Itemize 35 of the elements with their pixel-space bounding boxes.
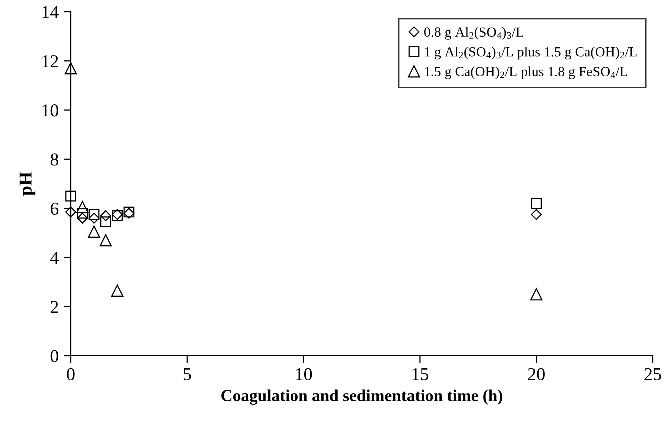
y-tick-label: 12 — [42, 55, 58, 68]
point — [88, 226, 100, 238]
x-tick-label: 10 — [296, 368, 312, 381]
y-tick-label: 8 — [50, 154, 59, 166]
y-tick-label: 2 — [50, 301, 58, 314]
legend-label: 1.5 g Ca(OH)$_{2}$/L plus 1.8 g FeSO$_{4}$/L — [425, 66, 628, 80]
point — [100, 216, 112, 228]
x-tick-label: 0 — [67, 368, 75, 381]
legend-label: 0.8 g Al$_{2}$(SO$_{4}$)$_{3}$/L — [424, 27, 524, 40]
point — [530, 288, 543, 301]
point — [531, 209, 542, 220]
x-tick-label: 15 — [412, 368, 429, 381]
point — [66, 206, 76, 218]
y-tick-label: 10 — [42, 104, 59, 117]
x-tick-label: 5 — [184, 368, 192, 381]
point — [100, 234, 112, 247]
y-tick-label: 6 — [50, 202, 59, 216]
point — [531, 198, 542, 210]
point — [100, 210, 112, 222]
y-tick-label: 14 — [42, 6, 59, 18]
point — [88, 212, 100, 224]
y-tick-label: 0 — [50, 350, 59, 362]
point — [111, 284, 124, 297]
point — [77, 212, 88, 224]
x-tick-label: 25 — [644, 368, 662, 381]
y-tick-label: 4 — [50, 252, 59, 264]
y-axis-title: pH — [20, 172, 36, 196]
x-tick-label: 20 — [528, 368, 545, 381]
point — [66, 190, 76, 202]
x-axis-title: Coagulation and sedimentation time (h) — [222, 390, 502, 405]
point — [77, 208, 88, 219]
point — [64, 62, 78, 75]
point — [88, 209, 100, 220]
point — [76, 201, 89, 214]
text: 1 g Al$_{2}$(SO$_{4}$)$_{3}$/L plus 1.5 g Ca(OH)$_{2}$/L — [425, 47, 637, 60]
